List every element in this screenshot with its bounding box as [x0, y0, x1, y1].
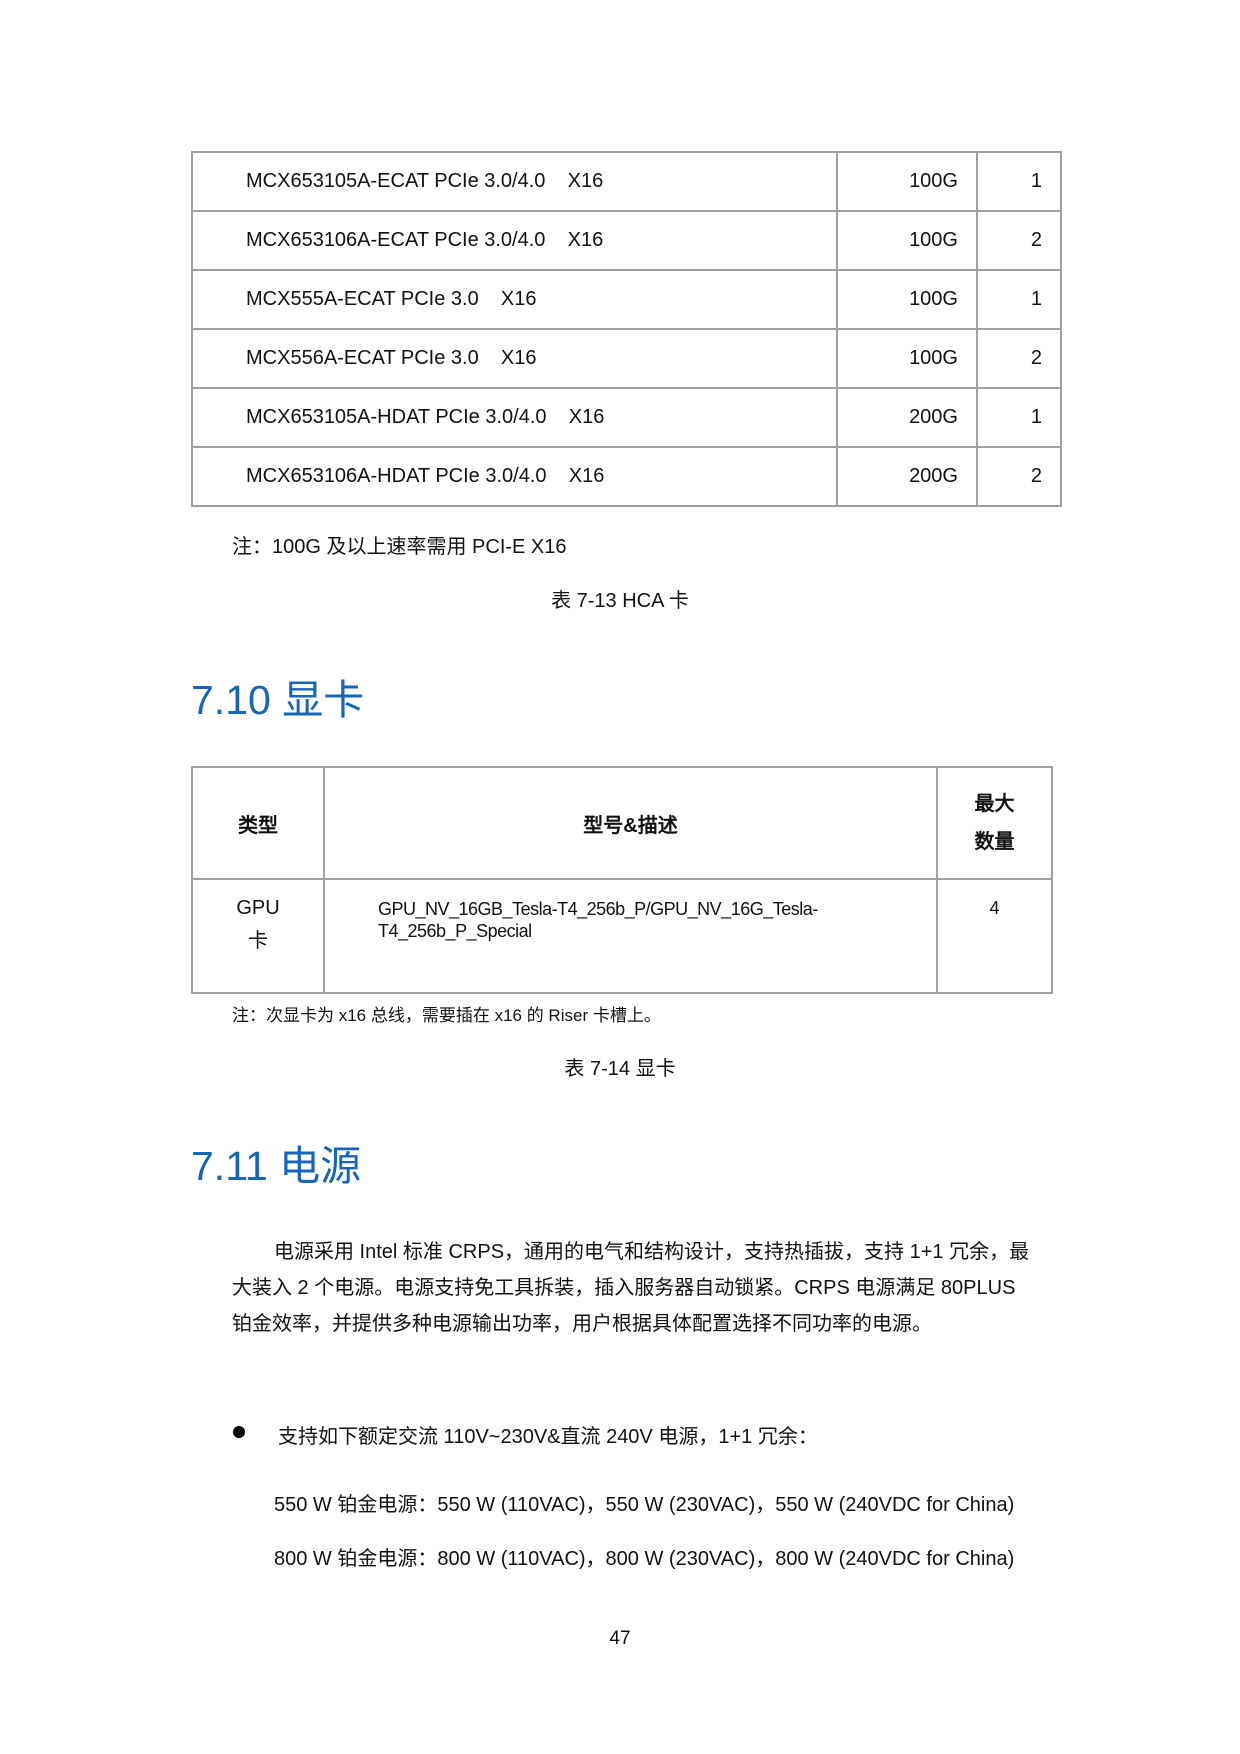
para-line: 电源采用 Intel 标准 CRPS，通用的电气和结构设计，支持热插拔，支持 1… [274, 1241, 1030, 1263]
model-cell: MCX653105A-ECAT PCIe 3.0/4.0 X16 [191, 151, 838, 212]
header-max-line1: 最大 [974, 793, 1015, 815]
type-line2: 卡 [248, 930, 268, 952]
table-row: MCX556A-ECAT PCIe 3.0 X16 100G 2 [191, 328, 1062, 389]
section-heading-psu: 7.11 电源 [191, 1143, 362, 1189]
psu-item: 550 W 铂金电源：550 W (110VAC)，550 W (230VAC)… [274, 1494, 1015, 1516]
speed-cell: 100G [836, 269, 978, 330]
ports-cell: 2 [976, 446, 1062, 507]
gpu-caption: 表 7-14 显卡 [564, 1058, 676, 1080]
hca-caption: 表 7-13 HCA 卡 [551, 590, 689, 612]
page-number: 47 [609, 1628, 631, 1649]
table-header-row: 类型 型号&描述 最大 数量 [191, 766, 1053, 880]
psu-paragraph: 电源采用 Intel 标准 CRPS，通用的电气和结构设计，支持热插拔，支持 1… [232, 1234, 1062, 1342]
model-cell: MCX653106A-HDAT PCIe 3.0/4.0 X16 [191, 446, 838, 507]
table-row: GPU 卡 GPU_NV_16GB_Tesla-T4_256b_P/GPU_NV… [191, 878, 1053, 994]
speed-cell: 100G [836, 151, 978, 212]
max-cell: 4 [936, 878, 1053, 994]
gpu-note: 注：次显卡为 x16 总线，需要插在 x16 的 Riser 卡槽上。 [232, 1006, 661, 1025]
table-row: MCX653106A-HDAT PCIe 3.0/4.0 X16 200G 2 [191, 446, 1062, 507]
ports-cell: 2 [976, 328, 1062, 389]
model-cell: MCX555A-ECAT PCIe 3.0 X16 [191, 269, 838, 330]
type-cell: GPU 卡 [191, 878, 325, 994]
para-line: 铂金效率，并提供多种电源输出功率，用户根据具体配置选择不同功率的电源。 [232, 1313, 932, 1335]
psu-item: 800 W 铂金电源：800 W (110VAC)，800 W (230VAC)… [274, 1548, 1015, 1570]
model-line2: T4_256b_P_Special [378, 921, 532, 941]
table-row: MCX653105A-ECAT PCIe 3.0/4.0 X16 100G 1 [191, 151, 1062, 212]
model-cell: MCX556A-ECAT PCIe 3.0 X16 [191, 328, 838, 389]
speed-cell: 100G [836, 328, 978, 389]
speed-cell: 200G [836, 446, 978, 507]
section-heading-gpu: 7.10 显卡 [191, 677, 365, 723]
header-model: 型号&描述 [323, 766, 938, 880]
header-type: 类型 [191, 766, 325, 880]
ports-cell: 2 [976, 210, 1062, 271]
speed-cell: 100G [836, 210, 978, 271]
type-line1: GPU [236, 897, 280, 919]
speed-cell: 200G [836, 387, 978, 448]
hca-table: MCX653105A-ECAT PCIe 3.0/4.0 X16 100G 1 MC… [191, 151, 1062, 507]
gpu-table: 类型 型号&描述 最大 数量 GPU 卡 GPU_NV_16GB_Tesla-T… [191, 766, 1053, 994]
para-line: 大装入 2 个电源。电源支持免工具拆装，插入服务器自动锁紧。CRPS 电源满足 … [232, 1277, 1016, 1299]
model-cell: MCX653105A-HDAT PCIe 3.0/4.0 X16 [191, 387, 838, 448]
table-row: MCX555A-ECAT PCIe 3.0 X16 100G 1 [191, 269, 1062, 330]
header-max-line2: 数量 [974, 831, 1015, 853]
ports-cell: 1 [976, 269, 1062, 330]
ports-cell: 1 [976, 151, 1062, 212]
table-row: MCX653105A-HDAT PCIe 3.0/4.0 X16 200G 1 [191, 387, 1062, 448]
ports-cell: 1 [976, 387, 1062, 448]
psu-bullet-text: 支持如下额定交流 110V~230V&直流 240V 电源，1+1 冗余： [278, 1426, 818, 1448]
model-line1: GPU_NV_16GB_Tesla-T4_256b_P/GPU_NV_16G_T… [378, 899, 818, 919]
hca-note: 注：100G 及以上速率需用 PCI-E X16 [232, 536, 567, 558]
header-max: 最大 数量 [936, 766, 1053, 880]
model-cell: MCX653106A-ECAT PCIe 3.0/4.0 X16 [191, 210, 838, 271]
model-cell: GPU_NV_16GB_Tesla-T4_256b_P/GPU_NV_16G_T… [323, 878, 938, 994]
bullet-icon [233, 1426, 245, 1438]
table-row: MCX653106A-ECAT PCIe 3.0/4.0 X16 100G 2 [191, 210, 1062, 271]
